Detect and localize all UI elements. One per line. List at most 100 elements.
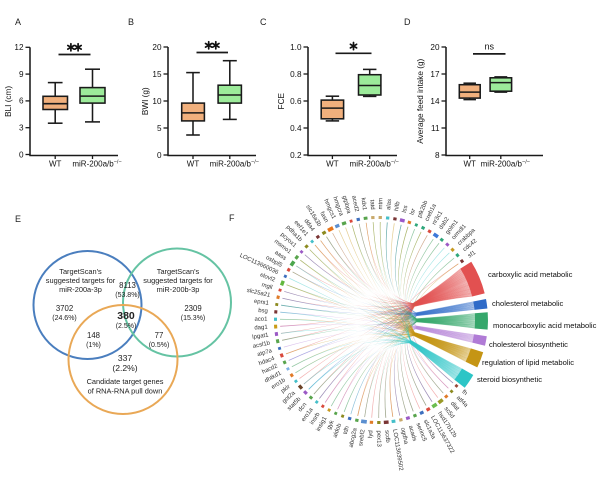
svg-text:dcn: dcn — [298, 402, 309, 413]
svg-text:hdac4: hdac4 — [258, 356, 276, 368]
svg-text:miR-200a-3p: miR-200a-3p — [59, 285, 102, 294]
svg-text:cholesterol biosynthetic: cholesterol biosynthetic — [489, 340, 568, 349]
svg-text:(15.3%): (15.3%) — [181, 315, 206, 322]
svg-text:20: 20 — [152, 43, 162, 52]
svg-text:FCE: FCE — [277, 93, 286, 110]
svg-text:5: 5 — [157, 124, 162, 133]
svg-text:8113: 8113 — [119, 281, 136, 290]
svg-text:Candidate target genes: Candidate target genes — [87, 377, 164, 386]
svg-text:miR-200a/b−/−: miR-200a/b−/− — [350, 160, 399, 169]
svg-text:lyd: lyd — [368, 430, 374, 438]
svg-text:lpgat1: lpgat1 — [252, 333, 270, 341]
svg-text:15: 15 — [152, 70, 162, 79]
svg-text:337: 337 — [118, 353, 133, 363]
svg-text:gtpbpa: gtpbpa — [341, 195, 352, 215]
svg-text:elovl2: elovl2 — [259, 272, 276, 283]
svg-text:dlat: dlat — [449, 401, 460, 412]
svg-text:F: F — [229, 213, 235, 223]
svg-text:0.2: 0.2 — [290, 151, 302, 160]
svg-text:E: E — [15, 214, 21, 224]
svg-text:carboxylic acid metabolic: carboxylic acid metabolic — [488, 270, 573, 279]
svg-text:6: 6 — [19, 97, 24, 106]
svg-text:pex13: pex13 — [375, 430, 381, 447]
svg-text:ogdha: ogdha — [399, 427, 409, 445]
svg-text:tdh: tdh — [343, 426, 351, 436]
svg-text:abcg2a: abcg2a — [349, 427, 359, 448]
svg-text:BLI (cm): BLI (cm) — [4, 86, 13, 117]
svg-text:10: 10 — [152, 97, 162, 106]
svg-text:miR-200a/b−/−: miR-200a/b−/− — [210, 160, 259, 169]
svg-text:14: 14 — [430, 97, 440, 106]
svg-text:77: 77 — [155, 331, 164, 340]
svg-text:aldob: aldob — [332, 422, 343, 438]
svg-text:20: 20 — [430, 43, 440, 52]
svg-text:fh: fh — [460, 389, 468, 397]
svg-text:regulation of lipid metabolic: regulation of lipid metabolic — [482, 358, 574, 367]
svg-text:lss: lss — [402, 205, 410, 214]
svg-text:alas: alas — [386, 199, 393, 211]
svg-text:sf1: sf1 — [467, 250, 478, 260]
svg-text:aco1: aco1 — [254, 317, 268, 323]
svg-text:WT: WT — [326, 160, 339, 169]
svg-text:lsr: lsr — [409, 208, 417, 216]
svg-text:Average feed intake (g): Average feed intake (g) — [416, 58, 425, 143]
svg-text:3702: 3702 — [56, 304, 73, 313]
svg-text:3: 3 — [19, 124, 24, 133]
svg-text:17: 17 — [430, 70, 440, 79]
svg-text:(24.6%): (24.6%) — [52, 315, 77, 322]
svg-text:0.6: 0.6 — [290, 97, 302, 106]
svg-text:tatd: tatd — [369, 199, 375, 209]
svg-text:eprs1: eprs1 — [253, 299, 269, 307]
svg-text:dag1: dag1 — [254, 325, 268, 332]
svg-text:D: D — [404, 17, 411, 27]
svg-text:scdb: scdb — [383, 430, 390, 444]
svg-text:ns: ns — [484, 42, 494, 52]
svg-text:of RNA-RNA pull down: of RNA-RNA pull down — [88, 387, 163, 396]
svg-text:0: 0 — [19, 150, 24, 159]
svg-text:fasn: fasn — [318, 211, 329, 224]
svg-text:atp7a: atp7a — [257, 348, 274, 358]
svg-text:acads: acads — [407, 425, 417, 442]
svg-text:mtm: mtm — [378, 198, 384, 210]
svg-text:cholesterol metabolic: cholesterol metabolic — [492, 299, 564, 308]
svg-text:gyk: gyk — [326, 419, 336, 431]
svg-text:WT: WT — [463, 160, 476, 169]
svg-text:(2.2%): (2.2%) — [112, 363, 137, 373]
svg-text:steroid biosynthetic: steroid biosynthetic — [477, 375, 542, 384]
svg-text:aced2: aced2 — [350, 195, 359, 213]
svg-text:2309: 2309 — [184, 304, 201, 313]
svg-text:mgll: mgll — [261, 282, 273, 291]
svg-text:1.0: 1.0 — [290, 43, 302, 52]
svg-text:(53.8%): (53.8%) — [115, 292, 140, 299]
svg-text:0: 0 — [157, 151, 162, 160]
svg-text:pklr: pklr — [280, 384, 291, 395]
svg-text:WT: WT — [187, 160, 200, 169]
svg-text:380: 380 — [117, 310, 135, 322]
svg-text:A: A — [15, 17, 21, 27]
svg-text:(0.5%): (0.5%) — [149, 342, 170, 349]
svg-text:TargetScan's: TargetScan's — [157, 267, 200, 276]
svg-text:8: 8 — [435, 151, 440, 160]
svg-text:suggested targets for: suggested targets for — [143, 276, 213, 285]
svg-text:(1%): (1%) — [86, 342, 101, 349]
svg-text:TargetScan's: TargetScan's — [59, 267, 102, 276]
svg-text:(2.5%): (2.5%) — [116, 323, 137, 330]
svg-text:C: C — [260, 17, 267, 27]
svg-text:WT: WT — [49, 160, 62, 169]
svg-text:B: B — [128, 17, 134, 27]
svg-text:hifb: hifb — [394, 200, 402, 211]
svg-text:miR-200a/b−/−: miR-200a/b−/− — [481, 160, 530, 169]
svg-text:bsg: bsg — [258, 308, 268, 315]
svg-text:11: 11 — [431, 124, 440, 133]
svg-text:BWI (g): BWI (g) — [141, 87, 150, 115]
svg-text:12: 12 — [14, 43, 24, 52]
svg-text:kdx1: kdx1 — [360, 197, 368, 211]
svg-text:slc25a21: slc25a21 — [246, 288, 271, 299]
svg-text:miR-200b-3p: miR-200b-3p — [157, 285, 200, 294]
svg-text:148: 148 — [87, 331, 100, 340]
svg-text:monocarboxylic acid metabolic: monocarboxylic acid metabolic — [493, 321, 597, 330]
svg-text:miR-200a/b−/−: miR-200a/b−/− — [72, 160, 121, 169]
svg-text:9: 9 — [19, 70, 24, 79]
svg-text:suggested targets for: suggested targets for — [46, 276, 116, 285]
svg-text:acsl1b: acsl1b — [252, 340, 271, 350]
